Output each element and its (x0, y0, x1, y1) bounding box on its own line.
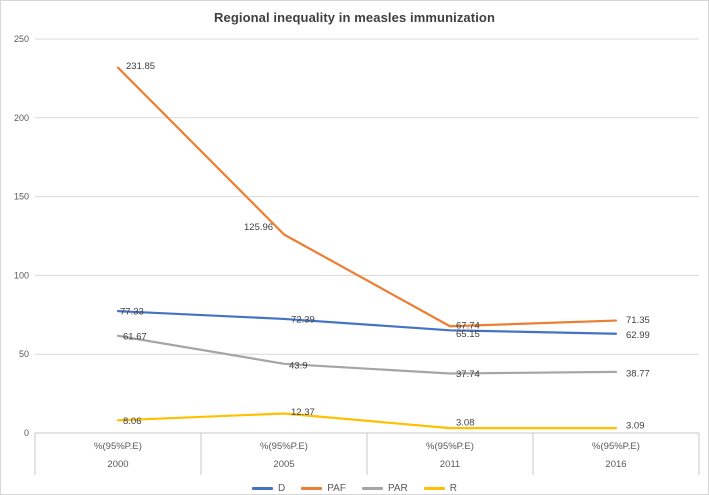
x-axis-year-label: 2005 (273, 459, 294, 470)
data-label-D-2000: 77.33 (120, 307, 144, 318)
data-label-PAR-2000: 61.67 (123, 331, 147, 342)
x-axis-year-label: 2011 (440, 459, 460, 470)
data-label-PAF-2000: 231.85 (126, 61, 155, 72)
series-line-PAF (116, 66, 618, 328)
data-label-PAR-2011: 37.74 (456, 369, 480, 380)
legend-item-R: R (423, 482, 457, 494)
x-axis-group-label: %(95%P.E) (426, 441, 474, 452)
data-label-PAF-2016: 71.35 (626, 315, 650, 326)
series-line-PAR (116, 334, 618, 375)
data-label-PAR-2005: 43.9 (289, 360, 308, 371)
data-label-PAF-2011: 67.74 (456, 321, 480, 332)
legend-label-R: R (449, 482, 457, 494)
legend-item-PAR: PAR (361, 482, 408, 494)
data-label-R-2005: 12.37 (291, 407, 315, 418)
series-line-R (116, 412, 618, 430)
legend-item-D: D (251, 482, 286, 494)
legend-marker-D (251, 486, 273, 490)
legend: D PAF PAR R (1, 480, 708, 494)
legend-label-PAF: PAF (327, 482, 346, 494)
legend-item-PAF: PAF (301, 483, 346, 494)
x-axis-group-label: %(95%P.E) (260, 441, 308, 452)
data-label-R-2016: 3.09 (626, 421, 645, 432)
data-label-D-2016: 62.99 (626, 330, 650, 341)
x-axis-year-label: 2000 (107, 459, 128, 470)
data-label-PAF-2005: 125.96 (244, 222, 273, 233)
y-tick-label: 50 (19, 349, 29, 359)
data-label-D-2005: 72.39 (291, 314, 315, 325)
series-line-D (116, 310, 618, 335)
x-axis-group-label: %(95%P.E) (592, 441, 640, 452)
y-tick-label: 100 (14, 270, 29, 280)
y-tick-label: 150 (14, 192, 29, 202)
legend-marker-PAF (301, 486, 323, 490)
data-label-PAR-2016: 38.77 (626, 368, 650, 379)
y-tick-label: 0 (24, 428, 29, 438)
y-tick-label: 200 (14, 113, 29, 123)
x-axis-year-label: 2016 (605, 459, 626, 470)
data-label-R-2000: 8.06 (123, 416, 142, 427)
y-tick-label: 250 (14, 34, 29, 44)
x-axis-group-label: %(95%P.E) (94, 441, 142, 452)
legend-marker-PAR (361, 486, 383, 490)
legend-marker-R (423, 486, 445, 490)
chart-title: Regional inequality in measles immunizat… (214, 10, 495, 25)
legend-label-D: D (277, 482, 286, 494)
data-label-D-2011: 65.15 (456, 329, 480, 340)
legend-label-PAR: PAR (387, 482, 408, 494)
data-label-R-2011: 3.08 (456, 418, 475, 429)
plot-area: 0 50 100 150 200 250 %(95%P.E) 2000 %(95%P.E) 200… (14, 34, 700, 475)
